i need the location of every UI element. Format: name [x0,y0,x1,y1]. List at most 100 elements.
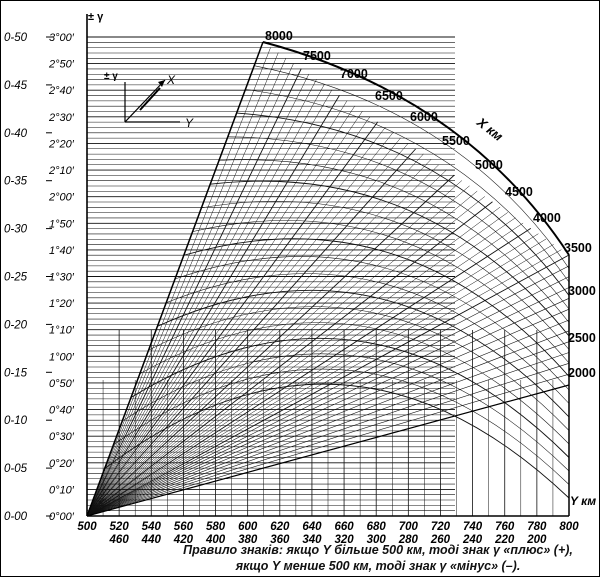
x-curves [104,41,570,499]
x-arc-label: 6500 [375,89,403,103]
left-scale-degrees: 0°00′ 0°10′ 0°20′ 0°30′ 0°40′ 0°50′ 1°00′ 1°10′… [48,32,75,523]
bottom-tick-upper-label: 520 [110,521,130,533]
bottom-tick-lower-label: 380 [238,534,258,546]
fan-line [86,158,432,517]
fan-line [86,127,386,517]
x-arc-label: 3500 [564,241,592,255]
fan-line [86,79,317,517]
fan-line [86,287,570,517]
fan-line [86,174,455,517]
fan-lower-edge [86,384,570,517]
x-curve [201,201,570,350]
inset-arrow-head [158,80,165,87]
fan-line [86,352,570,517]
fan-line [86,100,348,517]
bottom-tick-lower-label: 340 [302,534,322,546]
grid-lines [86,36,570,516]
inset-x-axis [124,79,166,123]
x-curve [218,159,570,323]
fan-line [86,63,294,517]
x-right-label: 2000 [568,366,596,380]
x-curve [236,112,570,296]
bottom-tick-upper-label: 620 [270,521,290,533]
x-curve [166,273,570,404]
bottom-tick-lower-label: 400 [205,534,226,546]
left-scale-mils-label: 0-10 [4,415,28,427]
nomogram-outline [86,14,570,517]
fan-line [86,121,379,517]
x-curve [192,220,570,364]
left-scale-degree-label: 1°30′ [49,272,75,284]
bottom-tick-upper-label: 700 [399,521,419,533]
left-scale-mils-label: 0-25 [4,272,28,284]
fan-line [86,185,470,517]
x-curve [254,65,570,269]
x-curve [113,368,570,485]
left-scale-mils-label: 0-35 [4,176,28,188]
x-curve [210,180,570,337]
fan-line [86,254,570,517]
left-scale-degree-label: 2°00′ [48,192,75,204]
bottom-axis-label: Y км [570,494,596,508]
fan-line [86,132,394,517]
left-scale-mils-label: 0-45 [4,80,28,92]
bottom-tick-upper-label: 500 [77,521,97,533]
left-scale-degree-label: 3°00′ [49,32,75,44]
x-right-label: 3000 [568,284,596,298]
bottom-tick-lower-label: 420 [173,534,194,546]
bottom-ticks-upper: 500 520 540 560 580 600 620 640 660 680 700 720 740 7… [77,521,579,533]
x-curve [122,353,570,472]
left-scale-degree-label: 2°40′ [48,85,75,97]
fan-line [86,52,279,517]
bottom-tick-upper-label: 780 [527,521,547,533]
fan-line [86,244,554,517]
x-curve [174,256,570,391]
fan-line [86,201,493,517]
fan-line [86,153,424,517]
left-scale-mils-label: 0-20 [4,319,28,331]
x-right-labels: 3000 2500 2000 [568,284,596,380]
bottom-tick-upper-label: 680 [367,521,387,533]
left-scale-degree-label: 2°30′ [48,112,75,124]
left-scale-mils-label: 0-50 [4,32,28,44]
left-scale-degree-label: 0°00′ [49,511,75,523]
fan-line [86,341,570,517]
fan-line [86,73,310,517]
fan-line [86,298,570,517]
fan-line [86,212,508,517]
bottom-tick-upper-label: 800 [559,521,579,533]
bottom-tick-upper-label: 540 [142,521,162,533]
caption-line-2: якщо Y менше 500 км, тоді знак γ «мінус»… [235,559,521,573]
inset-x-label: X [166,73,176,87]
fan-line [86,276,570,517]
fan-line [86,180,463,517]
x-curve [104,383,570,499]
fan-line [86,238,547,517]
inset-diagram: ± γ X Y [104,71,194,130]
left-scale-degree-label: 2°10′ [48,165,75,177]
fan-line [86,363,570,517]
x-curve [227,136,570,310]
left-scale-degree-label: 1°50′ [49,218,75,230]
left-scale-degree-label: 0°10′ [49,484,75,496]
x-arc-label: 5000 [475,158,503,172]
fan-line [86,217,516,517]
fan-line [86,330,570,517]
fan-line [86,319,570,517]
fan-line [86,164,440,517]
bottom-tick-lower-label: 440 [141,534,162,546]
x-arc-label: 6000 [410,110,438,124]
left-scale-degree-label: 1°40′ [49,245,75,257]
fan-line [86,373,570,517]
inset-gamma-label: ± γ [104,71,118,82]
x-arc-label: 8000 [265,29,293,43]
caption-line-1: Правило знаків: якщо Y більше 500 км, то… [183,543,573,557]
left-scale-mils-label: 0-15 [4,367,28,379]
x-arc-label: 7500 [303,49,331,63]
bottom-tick-lower-label: 240 [462,534,483,546]
x-axis-label: X км [473,114,506,144]
bottom-tick-lower-label: 220 [494,534,515,546]
left-scale-degree-label: 0°50′ [49,378,75,390]
outer-arc [262,41,570,256]
